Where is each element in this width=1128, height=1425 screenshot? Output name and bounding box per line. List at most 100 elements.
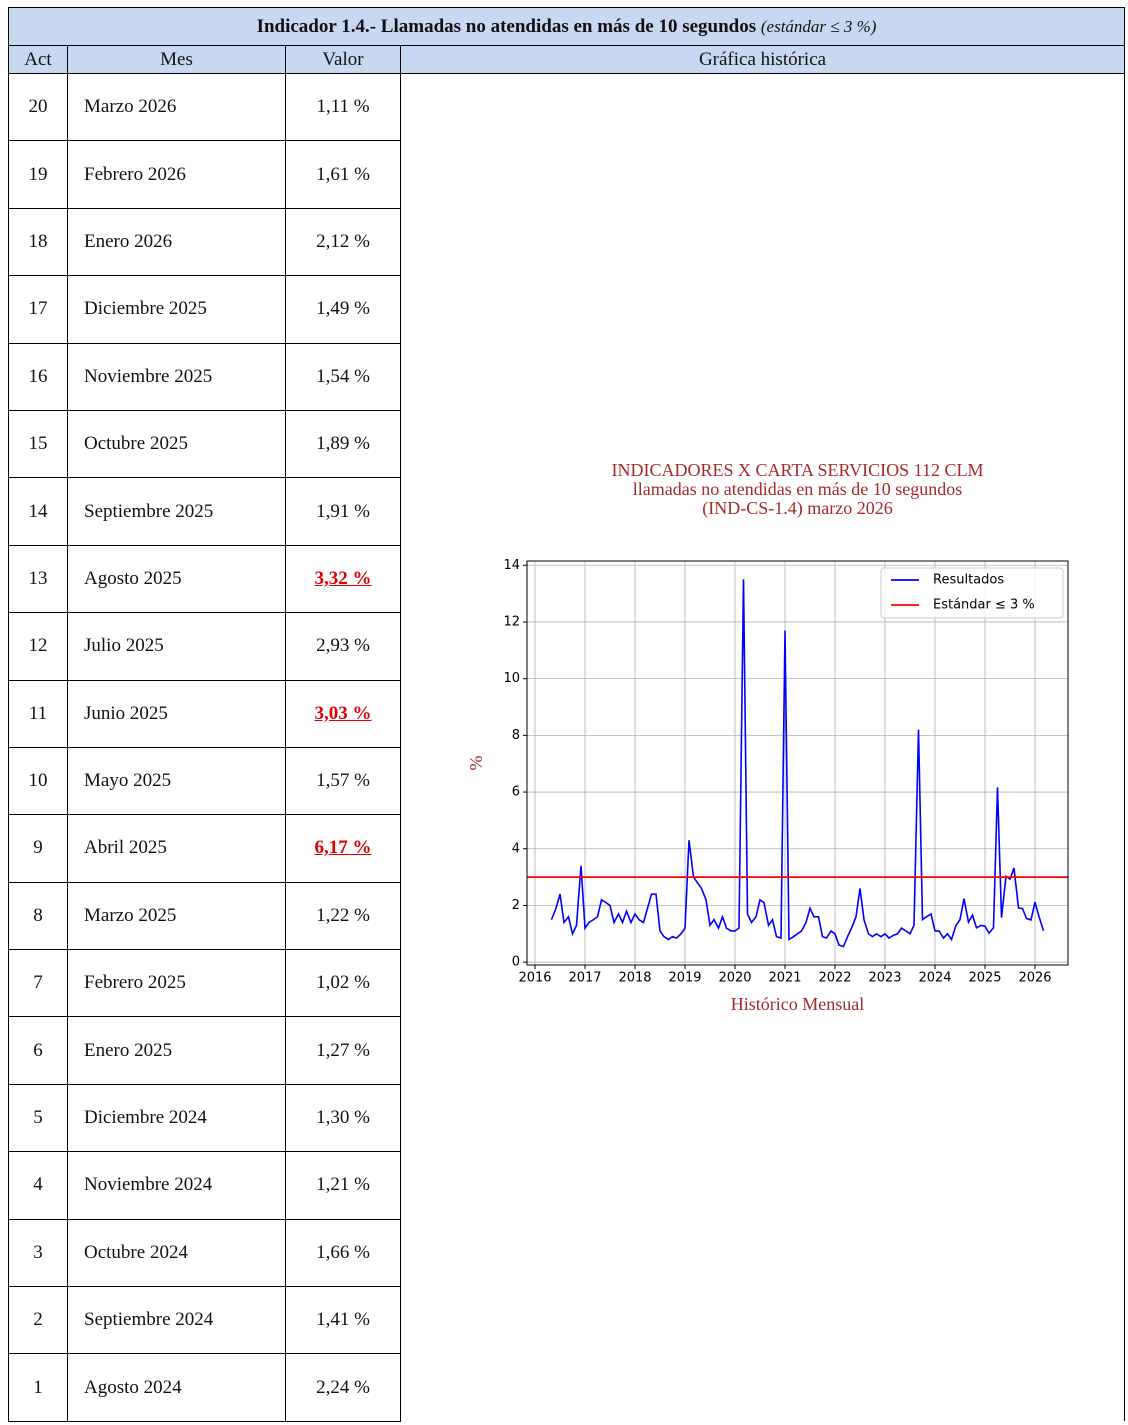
- x-tick-label: 2020: [718, 971, 751, 986]
- month-cell: Diciembre 2024: [67, 1083, 286, 1153]
- chart-title: llamadas no atendidas en más de 10 segun…: [633, 479, 962, 499]
- act-cell: 19: [8, 140, 68, 209]
- table-row: 8 Marzo 2025 1,22 %: [8, 881, 1125, 951]
- act-cell: 10: [8, 746, 68, 816]
- month-cell: Enero 2026: [67, 207, 286, 277]
- month-cell: Junio 2025: [67, 679, 286, 748]
- table-row: 13 Agosto 2025 3,32 %: [8, 544, 1125, 614]
- value-cell: 1,54 %: [285, 342, 401, 411]
- data-line: [550, 579, 1045, 948]
- y-tick-label: 12: [503, 614, 520, 629]
- month-cell: Mayo 2025: [67, 746, 286, 816]
- value-cell: 1,49 %: [285, 275, 401, 344]
- value-cell: 1,27 %: [285, 1016, 401, 1085]
- act-cell: 2: [8, 1286, 68, 1355]
- act-cell: 13: [8, 544, 68, 614]
- legend-box: [880, 567, 1064, 619]
- act-cell: 1: [8, 1353, 68, 1422]
- y-tick-label: 8: [512, 728, 520, 743]
- x-tick-label: 2019: [668, 971, 701, 986]
- month-cell: Septiembre 2025: [67, 477, 286, 546]
- month-cell: Septiembre 2024: [67, 1286, 286, 1355]
- table-row: 6 Enero 2025 1,27 %: [8, 1016, 1125, 1085]
- table-row: 20 Marzo 2026 1,11 %: [8, 72, 1126, 1422]
- month-cell: Noviembre 2024: [67, 1151, 286, 1220]
- month-cell: Marzo 2026: [67, 72, 286, 142]
- act-cell: 3: [8, 1218, 68, 1288]
- plot-frame: [526, 560, 1069, 966]
- act-cell: 20: [8, 72, 68, 142]
- month-cell: Diciembre 2025: [67, 275, 286, 344]
- act-cell: 18: [8, 207, 68, 277]
- header-row: Act Mes Valor Gráfica histórica: [8, 45, 1126, 74]
- act-cell: 9: [8, 814, 68, 883]
- value-cell: 1,22 %: [285, 881, 401, 951]
- act-cell: 17: [8, 275, 68, 344]
- month-cell: Febrero 2026: [67, 140, 286, 209]
- act-cell: 8: [8, 881, 68, 951]
- act-cell: 16: [8, 342, 68, 411]
- chart-title: INDICADORES X CARTA SERVICIOS 112 CLM: [612, 460, 984, 480]
- table-row: 9 Abril 2025 6,17 %: [8, 814, 1125, 883]
- legend-label: Resultados: [933, 573, 1004, 588]
- indicator-table: Indicador 1.4.- Llamadas no atendidas en…: [7, 7, 1126, 1422]
- table-row: 19 Febrero 2026 1,61 %: [8, 140, 1125, 209]
- y-tick-label: 6: [512, 785, 520, 800]
- y-tick-label: 0: [512, 955, 520, 970]
- x-tick-label: 2021: [768, 971, 801, 986]
- table-row: 5 Diciembre 2024 1,30 %: [8, 1083, 1125, 1153]
- table-row: 11 Junio 2025 3,03 %: [8, 679, 1125, 748]
- month-cell: Marzo 2025: [67, 881, 286, 951]
- act-cell: 15: [8, 409, 68, 479]
- x-tick-label: 2026: [1018, 971, 1051, 986]
- month-cell: Julio 2025: [67, 612, 286, 681]
- value-cell: 1,21 %: [285, 1151, 401, 1220]
- x-tick-label: 2024: [918, 971, 951, 986]
- value-cell: 6,17 %: [285, 814, 401, 883]
- value-cell: 1,91 %: [285, 477, 401, 546]
- act-cell: 11: [8, 679, 68, 748]
- act-cell: 7: [8, 949, 68, 1018]
- value-cell: 1,11 %: [285, 72, 401, 142]
- value-cell: 3,03 %: [285, 679, 401, 748]
- chart: INDICADORES X CARTA SERVICIOS 112 CLMlla…: [466, 460, 1069, 1014]
- act-cell: 12: [8, 612, 68, 681]
- table-row: 17 Diciembre 2025 1,49 %: [8, 275, 1125, 344]
- table-row: 3 Octubre 2024 1,66 %: [8, 1218, 1125, 1288]
- y-axis-label: %: [466, 756, 486, 771]
- x-tick-label: 2022: [818, 971, 851, 986]
- indicator-title: Indicador 1.4.- Llamadas no atendidas en…: [256, 15, 757, 37]
- value-cell: 2,24 %: [285, 1353, 401, 1422]
- chart-cell: [399, 73, 1126, 1422]
- value-cell: 1,41 %: [285, 1286, 401, 1355]
- month-cell: Octubre 2025: [67, 409, 286, 479]
- month-cell: Enero 2025: [67, 1016, 286, 1085]
- value-cell: 1,61 %: [285, 140, 401, 209]
- value-cell: 3,32 %: [285, 544, 401, 614]
- value-cell: 1,66 %: [285, 1218, 401, 1288]
- x-tick-label: 2016: [518, 971, 551, 986]
- table-row: 18 Enero 2026 2,12 %: [8, 207, 1125, 277]
- y-tick-label: 10: [503, 671, 520, 686]
- standard-note: (estándar ≤ 3 %): [760, 16, 877, 36]
- month-cell: Octubre 2024: [67, 1218, 286, 1288]
- act-cell: 6: [8, 1016, 68, 1085]
- column-header: Mes: [67, 45, 286, 74]
- table-row: 15 Octubre 2025 1,89 %: [8, 409, 1125, 479]
- month-cell: Agosto 2024: [67, 1353, 286, 1422]
- y-tick-label: 4: [512, 841, 520, 856]
- x-tick-label: 2023: [868, 971, 901, 986]
- x-tick-label: 2017: [568, 971, 601, 986]
- x-tick-label: 2025: [968, 971, 1001, 986]
- value-cell: 1,02 %: [285, 949, 401, 1018]
- act-cell: 4: [8, 1151, 68, 1220]
- month-cell: Febrero 2025: [67, 949, 286, 1018]
- title-row: Indicador 1.4.- Llamadas no atendidas en…: [7, 7, 1126, 46]
- chart-title: (IND-CS-1.4) marzo 2026: [702, 498, 892, 519]
- column-header: Valor: [285, 45, 401, 74]
- value-cell: 1,57 %: [285, 746, 401, 816]
- table-row: 12 Julio 2025 2,93 %: [8, 612, 1125, 681]
- value-cell: 2,93 %: [285, 612, 401, 681]
- table-row: 1 Agosto 2024 2,24 %: [8, 1353, 1125, 1422]
